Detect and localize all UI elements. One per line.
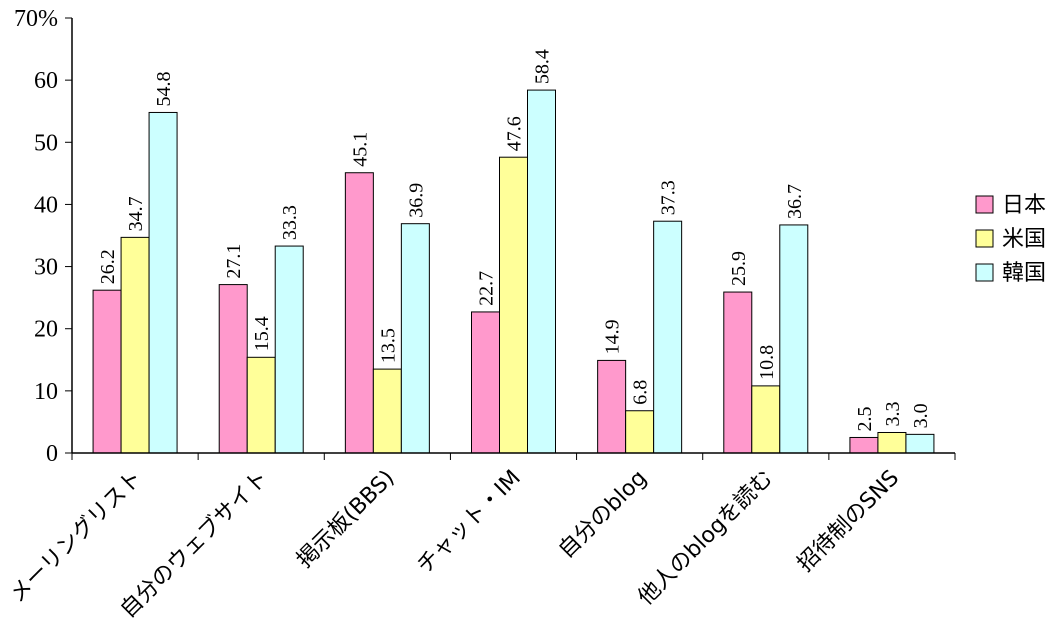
data-label: 47.6 bbox=[504, 116, 526, 151]
y-tick-label: 30 bbox=[34, 255, 58, 281]
legend-label: 米国 bbox=[1002, 227, 1046, 252]
bar bbox=[471, 311, 500, 454]
legend-swatch bbox=[975, 263, 994, 282]
bar bbox=[653, 220, 683, 454]
y-tick-label: 40 bbox=[34, 192, 58, 218]
bar bbox=[527, 89, 556, 454]
bar bbox=[779, 224, 809, 454]
y-tick-label: 60 bbox=[34, 68, 58, 94]
axes bbox=[71, 18, 956, 460]
legend-swatch bbox=[975, 195, 994, 214]
data-label: 2.5 bbox=[854, 406, 876, 431]
data-label: 37.3 bbox=[658, 180, 680, 215]
category-label: チャット・IM bbox=[412, 466, 525, 579]
data-label: 27.1 bbox=[223, 244, 245, 279]
data-label: 3.3 bbox=[882, 401, 904, 426]
category-label: 掲示板(BBS) bbox=[292, 466, 399, 573]
bar bbox=[597, 359, 627, 454]
bar bbox=[625, 410, 655, 454]
y-tick-label: 10 bbox=[34, 379, 58, 405]
bar bbox=[372, 368, 402, 454]
bar bbox=[877, 431, 907, 454]
category-label: 自分のblog bbox=[554, 466, 652, 564]
data-labels: 26.2 34.7 54.8 27.1 15.4 33.3 45.1 13.5 36.9 22.7… bbox=[97, 49, 932, 431]
data-label: 25.9 bbox=[728, 251, 750, 286]
data-label: 54.8 bbox=[153, 71, 175, 106]
data-label: 10.8 bbox=[756, 345, 778, 380]
bar bbox=[723, 291, 753, 454]
bar bbox=[400, 223, 430, 454]
data-label: 45.1 bbox=[349, 132, 371, 167]
data-label: 15.4 bbox=[251, 316, 273, 351]
y-tick-label: 50 bbox=[34, 130, 58, 156]
bar bbox=[274, 245, 304, 454]
data-label: 26.2 bbox=[97, 249, 119, 284]
data-label: 13.5 bbox=[377, 328, 399, 363]
bar bbox=[499, 156, 528, 454]
category-label: 他人のblogを読む bbox=[633, 466, 778, 611]
bar bbox=[751, 385, 781, 454]
legend-swatch bbox=[975, 229, 994, 248]
bar bbox=[344, 172, 374, 454]
data-label: 36.7 bbox=[784, 184, 806, 219]
bar bbox=[148, 111, 178, 454]
data-label: 36.9 bbox=[405, 183, 427, 218]
data-label: 6.8 bbox=[630, 380, 652, 405]
bar bbox=[246, 356, 276, 454]
y-tick-label: 0 bbox=[46, 441, 58, 467]
data-label: 33.3 bbox=[279, 205, 301, 240]
data-label: 34.7 bbox=[125, 196, 147, 231]
y-tick-label: 70% bbox=[14, 6, 58, 32]
bar bbox=[849, 436, 879, 454]
category-label: 招待制のSNS bbox=[793, 466, 904, 577]
data-label: 22.7 bbox=[476, 271, 498, 306]
data-label: 14.9 bbox=[602, 319, 624, 354]
y-axis-ticks: 0 10 20 30 40 50 60 70% bbox=[14, 6, 72, 467]
bar bbox=[218, 284, 248, 454]
data-label: 58.4 bbox=[532, 49, 554, 84]
legend-label: 日本 bbox=[1002, 193, 1046, 218]
bar bbox=[905, 433, 935, 454]
bar-series bbox=[92, 89, 935, 454]
y-tick-label: 20 bbox=[34, 317, 58, 343]
bar bbox=[92, 289, 122, 454]
bar bbox=[120, 236, 150, 454]
legend-label: 韓国 bbox=[1002, 261, 1046, 286]
category-label: メーリングリスト bbox=[5, 466, 147, 608]
data-label: 3.0 bbox=[910, 403, 932, 428]
